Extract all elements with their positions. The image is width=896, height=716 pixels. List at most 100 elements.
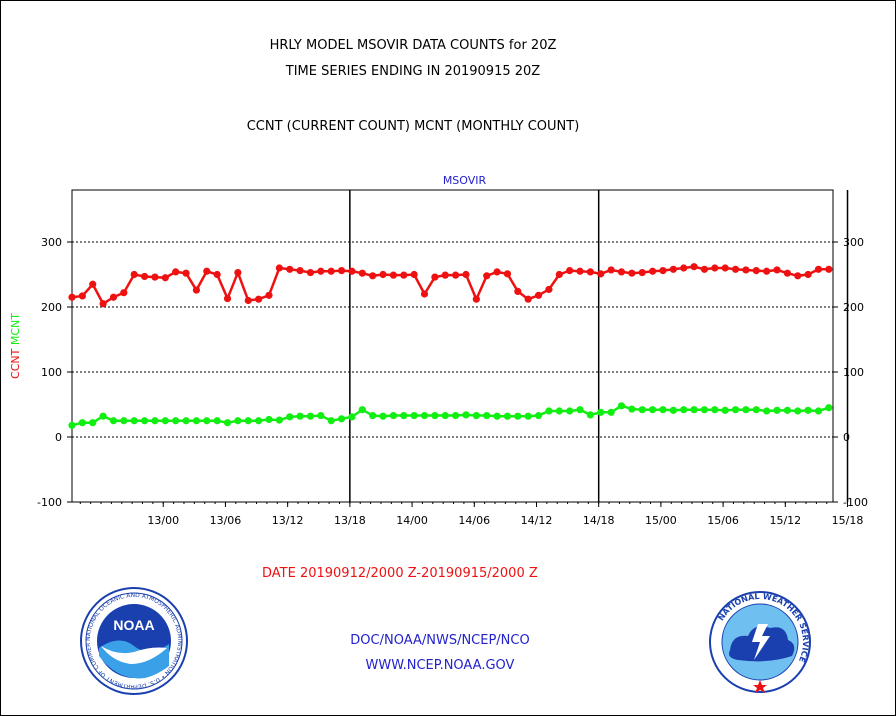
- data-point-ccnt: [742, 266, 750, 274]
- y-axis-label-mcnt: MCNT: [9, 313, 22, 349]
- data-point-ccnt: [120, 289, 128, 297]
- y-tick-label: 100: [41, 366, 62, 379]
- data-point-mcnt: [483, 411, 491, 420]
- data-point-mcnt: [410, 411, 418, 420]
- data-point-mcnt: [265, 415, 273, 424]
- data-point-mcnt: [192, 417, 201, 425]
- data-point-ccnt: [659, 267, 667, 275]
- data-point-ccnt: [773, 266, 781, 274]
- data-point-ccnt: [566, 267, 574, 275]
- data-point-ccnt: [317, 267, 325, 275]
- data-point-ccnt: [255, 295, 263, 303]
- data-point-mcnt: [825, 404, 833, 412]
- data-point-ccnt: [721, 264, 729, 272]
- data-point-mcnt: [555, 407, 563, 415]
- y-tick-label: 300: [41, 236, 62, 249]
- y-tick-label: 0: [55, 431, 62, 444]
- y-tick-label: -100: [843, 496, 868, 509]
- data-point-ccnt: [794, 272, 802, 280]
- data-point-ccnt: [327, 267, 335, 275]
- data-point-ccnt: [213, 270, 221, 279]
- data-point-ccnt: [638, 268, 646, 277]
- data-point-mcnt: [731, 406, 740, 414]
- data-point-ccnt: [628, 269, 636, 277]
- data-point-ccnt: [203, 267, 211, 275]
- data-point-ccnt: [172, 268, 180, 276]
- data-point-mcnt: [400, 411, 408, 420]
- data-point-mcnt: [648, 406, 657, 414]
- x-tick-label: 15/06: [707, 514, 739, 527]
- data-point-ccnt: [700, 265, 709, 273]
- data-point-ccnt: [78, 292, 86, 300]
- date-range-label: DATE 20190912/2000 Z-20190915/2000 Z: [262, 566, 538, 581]
- data-point-ccnt: [534, 291, 543, 299]
- chart-title-line1: HRLY MODEL MSOVIR DATA COUNTS for 20Z: [269, 38, 557, 53]
- data-point-mcnt: [794, 407, 802, 415]
- x-tick-label: 13/06: [210, 514, 242, 527]
- x-tick-label: 14/18: [583, 514, 615, 527]
- data-point-ccnt: [825, 265, 833, 273]
- data-point-mcnt: [534, 411, 543, 420]
- data-point-mcnt: [161, 417, 169, 425]
- data-point-ccnt: [503, 270, 512, 278]
- data-point-ccnt: [493, 268, 501, 276]
- data-point-ccnt: [483, 272, 491, 280]
- data-point-ccnt: [617, 268, 626, 276]
- data-point-mcnt: [317, 411, 325, 420]
- data-point-ccnt: [597, 270, 605, 278]
- website-link[interactable]: WWW.NCEP.NOAA.GOV: [365, 658, 515, 673]
- data-point-mcnt: [814, 407, 823, 415]
- data-point-mcnt: [659, 406, 667, 414]
- data-point-mcnt: [763, 407, 771, 415]
- data-point-ccnt: [223, 294, 232, 303]
- data-point-ccnt: [576, 267, 584, 275]
- x-tick-label: 13/18: [334, 514, 366, 527]
- data-point-ccnt: [648, 267, 657, 275]
- data-point-mcnt: [607, 408, 615, 416]
- data-point-mcnt: [524, 412, 532, 420]
- data-point-mcnt: [348, 413, 356, 421]
- org-label: DOC/NOAA/NWS/NCEP/NCO: [350, 633, 530, 648]
- data-point-ccnt: [306, 268, 315, 277]
- data-point-ccnt: [379, 270, 387, 279]
- data-point-ccnt: [286, 265, 294, 273]
- data-point-ccnt: [731, 265, 740, 273]
- data-point-mcnt: [514, 412, 522, 420]
- data-point-ccnt: [680, 264, 688, 272]
- data-point-mcnt: [700, 406, 709, 414]
- data-point-mcnt: [493, 412, 501, 420]
- data-point-mcnt: [669, 406, 677, 414]
- data-point-ccnt: [607, 266, 615, 274]
- data-point-ccnt: [244, 296, 252, 305]
- y-tick-label: -100: [37, 496, 62, 509]
- data-point-mcnt: [120, 417, 128, 425]
- data-point-mcnt: [140, 417, 149, 425]
- data-point-ccnt: [814, 265, 823, 273]
- data-point-mcnt: [690, 406, 698, 414]
- data-point-mcnt: [327, 417, 335, 425]
- x-tick-label: 14/00: [396, 514, 428, 527]
- data-point-ccnt: [140, 272, 149, 281]
- data-point-mcnt: [472, 411, 480, 420]
- nws-logo: NATIONAL WEATHER SERVICE: [709, 591, 811, 693]
- data-point-ccnt: [514, 287, 522, 295]
- y-tick-label: 100: [843, 366, 864, 379]
- plot-frame: [71, 189, 834, 503]
- plot-title: MSOVIR: [443, 174, 487, 187]
- data-point-ccnt: [524, 295, 532, 303]
- data-point-ccnt: [690, 263, 698, 271]
- data-point-ccnt: [182, 269, 190, 277]
- data-point-ccnt: [89, 280, 97, 288]
- data-point-mcnt: [182, 417, 190, 425]
- data-point-ccnt: [586, 268, 594, 276]
- x-tick-label: 13/12: [272, 514, 304, 527]
- data-point-mcnt: [617, 402, 626, 410]
- data-point-ccnt: [555, 270, 563, 279]
- data-point-mcnt: [441, 411, 449, 420]
- data-point-mcnt: [586, 411, 594, 419]
- data-point-ccnt: [161, 274, 169, 282]
- data-point-mcnt: [711, 406, 719, 414]
- chart-subtitle: CCNT (CURRENT COUNT) MCNT (MONTHLY COUNT…: [246, 119, 580, 134]
- data-point-ccnt: [234, 268, 242, 277]
- data-point-ccnt: [337, 267, 346, 275]
